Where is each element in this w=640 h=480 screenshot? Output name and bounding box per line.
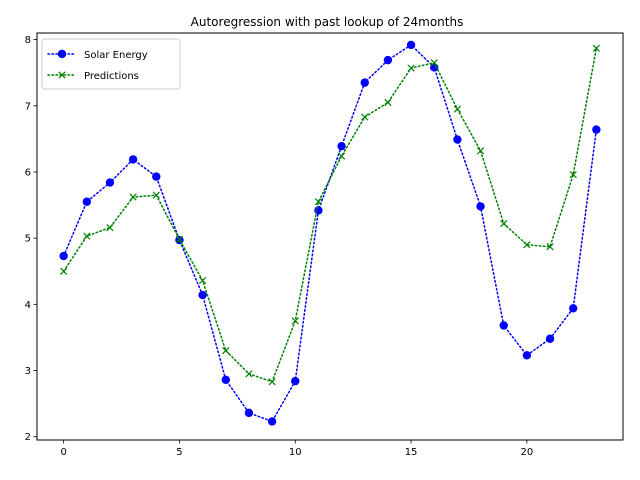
solar-energy-point: [128, 155, 138, 164]
x-tick-label: 0: [60, 447, 66, 458]
predictions-point: [129, 193, 137, 201]
legend-marker-predictions: [58, 71, 66, 79]
legend-box: [41, 38, 181, 90]
solar-energy-point: [82, 197, 91, 206]
predictions-point: [407, 64, 415, 72]
solar-energy-point: [545, 334, 555, 343]
predictions-point: [569, 170, 577, 179]
predictions-point: [430, 59, 438, 67]
predictions-point: [361, 113, 369, 121]
predictions-point: [268, 378, 276, 386]
solar-energy-point: [360, 78, 369, 87]
solar-energy-point: [476, 202, 485, 211]
solar-energy-point: [522, 351, 532, 360]
legend-label-solar-energy: Solar Energy: [84, 50, 148, 61]
solar-energy-point: [291, 376, 300, 386]
legend-label-predictions: Predictions: [84, 71, 139, 82]
predictions-point: [60, 267, 68, 275]
solar-energy-point: [314, 206, 323, 215]
predictions-point: [222, 347, 230, 355]
predictions-point: [453, 105, 462, 113]
predictions-point: [314, 198, 323, 206]
solar-energy-point: [244, 408, 254, 418]
plot-frame: [36, 32, 624, 441]
solar-energy-point: [592, 125, 601, 134]
predictions-point: [476, 147, 485, 155]
x-tick-label: 15: [405, 447, 418, 458]
solar-energy-point: [105, 178, 115, 187]
solar-energy-point: [569, 304, 578, 313]
legend-marker-solar-energy: [57, 49, 67, 59]
y-tick-label: 5: [25, 234, 31, 245]
solar-energy-point: [337, 141, 346, 151]
x-tick-label: 5: [176, 447, 182, 458]
predictions-point: [592, 44, 600, 52]
solar-energy-point: [221, 375, 230, 384]
solar-energy-point: [453, 135, 462, 144]
predictions-point: [384, 98, 392, 107]
predictions-point: [175, 235, 184, 244]
predictions-point: [500, 219, 508, 228]
predictions-line: [62, 47, 598, 383]
chart-title: Autoregression with past lookup of 24mon…: [191, 15, 464, 29]
predictions-point: [546, 243, 554, 251]
y-tick-label: 6: [25, 167, 31, 178]
predictions-point: [337, 152, 346, 160]
y-tick-label: 3: [25, 366, 31, 377]
predictions-point: [523, 241, 531, 249]
solar-energy-line: [62, 43, 598, 423]
solar-energy-point: [406, 40, 416, 50]
y-tick-label: 8: [25, 35, 31, 46]
solar-energy-point: [383, 55, 393, 65]
solar-energy-point: [499, 321, 508, 330]
y-tick-label: 2: [25, 432, 31, 443]
solar-energy-point: [152, 172, 161, 181]
solar-energy-point: [267, 417, 277, 426]
x-tick-label: 20: [521, 447, 534, 458]
predictions-point: [152, 191, 160, 199]
solar-energy-point: [198, 290, 207, 300]
predictions-point: [83, 232, 91, 240]
y-tick-label: 7: [25, 101, 31, 112]
predictions-point: [291, 317, 299, 325]
predictions-point: [198, 276, 207, 285]
x-tick-label: 10: [289, 447, 302, 458]
y-tick-label: 4: [25, 300, 31, 311]
legend: Solar Energy Predictions: [41, 38, 181, 90]
solar-energy-point: [59, 251, 68, 261]
predictions-point: [106, 223, 114, 232]
predictions-point: [245, 370, 253, 378]
